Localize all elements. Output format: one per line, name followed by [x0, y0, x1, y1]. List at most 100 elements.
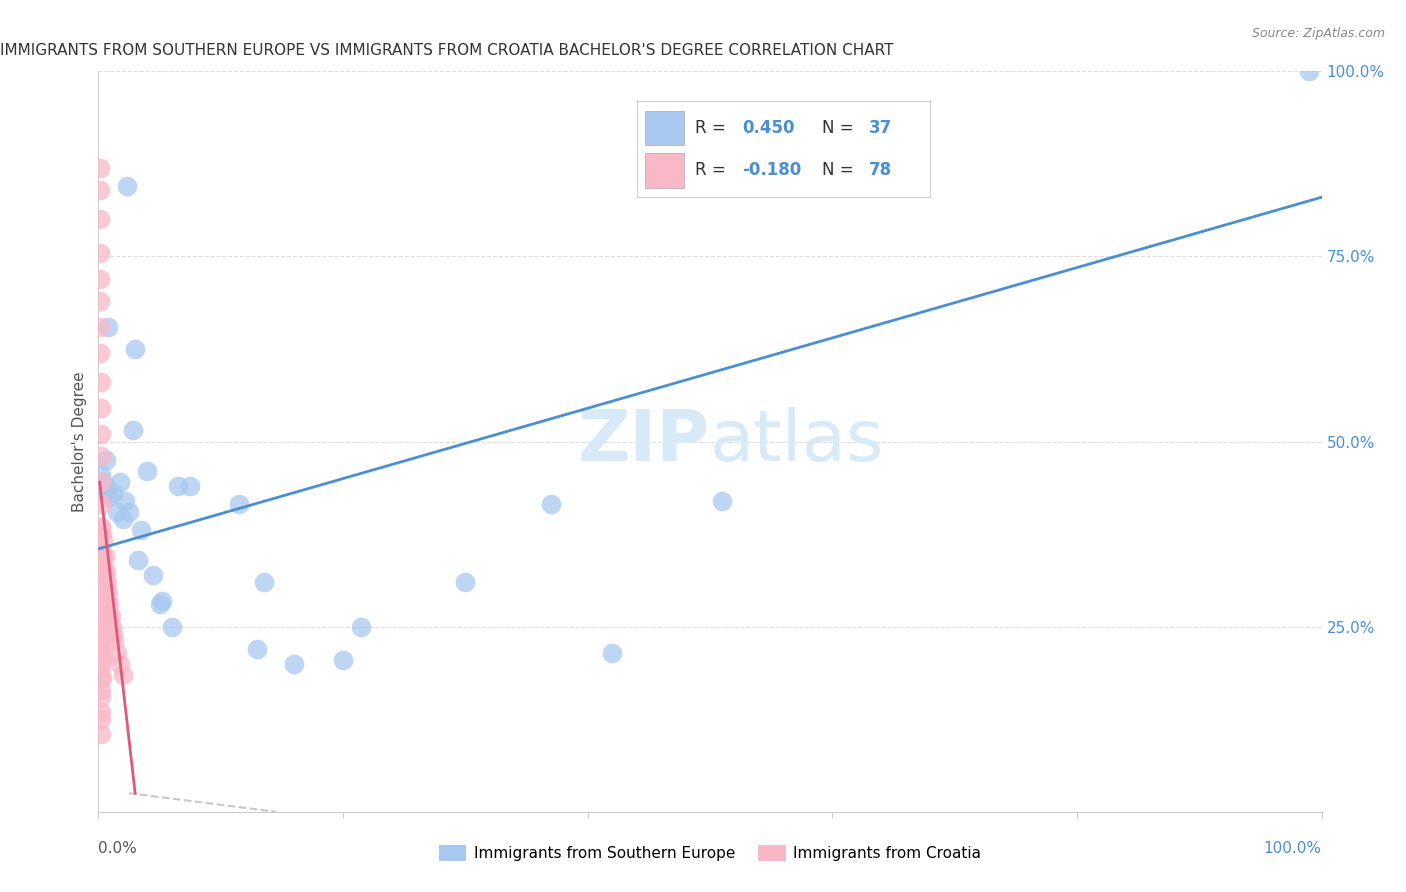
- Point: [114, 493, 136, 508]
- Point: [115, 179, 138, 194]
- Point: [142, 567, 165, 582]
- Point: [111, 512, 134, 526]
- Point: [94, 601, 117, 615]
- Bar: [645, 153, 683, 187]
- Point: [90, 660, 112, 674]
- Text: Source: ZipAtlas.com: Source: ZipAtlas.com: [1251, 27, 1385, 40]
- Point: [91, 672, 114, 686]
- Point: [711, 493, 734, 508]
- Point: [454, 575, 477, 590]
- Point: [98, 612, 121, 626]
- Point: [89, 319, 111, 334]
- Point: [96, 593, 118, 607]
- Point: [89, 245, 111, 260]
- Point: [94, 619, 117, 633]
- Point: [600, 646, 623, 660]
- Point: [90, 401, 112, 416]
- Point: [91, 560, 114, 574]
- Point: [90, 605, 112, 619]
- Point: [103, 634, 125, 648]
- Point: [94, 479, 117, 493]
- Point: [150, 593, 173, 607]
- Point: [136, 464, 159, 478]
- Point: [149, 598, 172, 612]
- Point: [97, 586, 120, 600]
- Point: [93, 549, 115, 564]
- Point: [110, 657, 132, 671]
- Point: [540, 498, 562, 512]
- Point: [283, 657, 305, 671]
- Point: [90, 672, 112, 686]
- Legend: Immigrants from Southern Europe, Immigrants from Croatia: Immigrants from Southern Europe, Immigra…: [433, 838, 987, 867]
- Point: [91, 579, 114, 593]
- Text: atlas: atlas: [710, 407, 884, 476]
- Point: [124, 342, 146, 356]
- Point: [101, 486, 124, 500]
- Point: [89, 345, 111, 359]
- Point: [1298, 64, 1320, 78]
- Point: [90, 682, 112, 697]
- Point: [121, 424, 143, 438]
- Point: [105, 505, 128, 519]
- Point: [97, 619, 120, 633]
- Point: [91, 546, 114, 560]
- Point: [98, 598, 121, 612]
- Point: [91, 590, 114, 604]
- Point: [97, 605, 120, 619]
- Point: [90, 483, 112, 497]
- Point: [90, 519, 112, 533]
- Point: [90, 427, 112, 442]
- Point: [90, 727, 112, 741]
- Point: [90, 564, 112, 578]
- Point: [96, 612, 118, 626]
- Point: [96, 483, 118, 497]
- Point: [332, 653, 354, 667]
- Point: [90, 638, 112, 652]
- Point: [91, 653, 114, 667]
- Point: [90, 475, 112, 490]
- Point: [93, 586, 115, 600]
- Point: [90, 649, 112, 664]
- Point: [94, 582, 117, 597]
- Point: [90, 450, 112, 464]
- Point: [90, 705, 112, 719]
- Point: [93, 627, 115, 641]
- Point: [90, 590, 112, 604]
- Point: [91, 534, 114, 549]
- Text: IMMIGRANTS FROM SOUTHERN EUROPE VS IMMIGRANTS FROM CROATIA BACHELOR'S DEGREE COR: IMMIGRANTS FROM SOUTHERN EUROPE VS IMMIG…: [0, 43, 893, 58]
- Point: [110, 475, 132, 490]
- Point: [90, 376, 112, 390]
- Point: [252, 575, 274, 590]
- Point: [350, 619, 373, 633]
- Point: [90, 627, 112, 641]
- Text: 37: 37: [869, 119, 891, 137]
- Point: [127, 553, 149, 567]
- Point: [97, 319, 120, 334]
- Point: [89, 212, 111, 227]
- Point: [90, 467, 112, 482]
- Y-axis label: Bachelor's Degree: Bachelor's Degree: [72, 371, 87, 512]
- Point: [118, 505, 141, 519]
- Point: [94, 453, 117, 467]
- Text: ZIP: ZIP: [578, 407, 710, 476]
- Point: [93, 567, 115, 582]
- Point: [98, 490, 121, 504]
- Point: [91, 612, 114, 626]
- Point: [100, 624, 122, 638]
- Point: [89, 271, 111, 285]
- Text: 0.450: 0.450: [742, 119, 794, 137]
- Text: N =: N =: [821, 161, 859, 179]
- Point: [91, 631, 114, 645]
- Point: [129, 524, 152, 538]
- Point: [90, 690, 112, 704]
- Point: [89, 183, 111, 197]
- Point: [93, 608, 115, 623]
- Point: [90, 519, 112, 533]
- Point: [89, 293, 111, 308]
- Point: [94, 564, 117, 578]
- Point: [90, 546, 112, 560]
- Point: [90, 582, 112, 597]
- Point: [91, 612, 114, 626]
- Text: N =: N =: [821, 119, 859, 137]
- Text: 0.0%: 0.0%: [98, 841, 138, 856]
